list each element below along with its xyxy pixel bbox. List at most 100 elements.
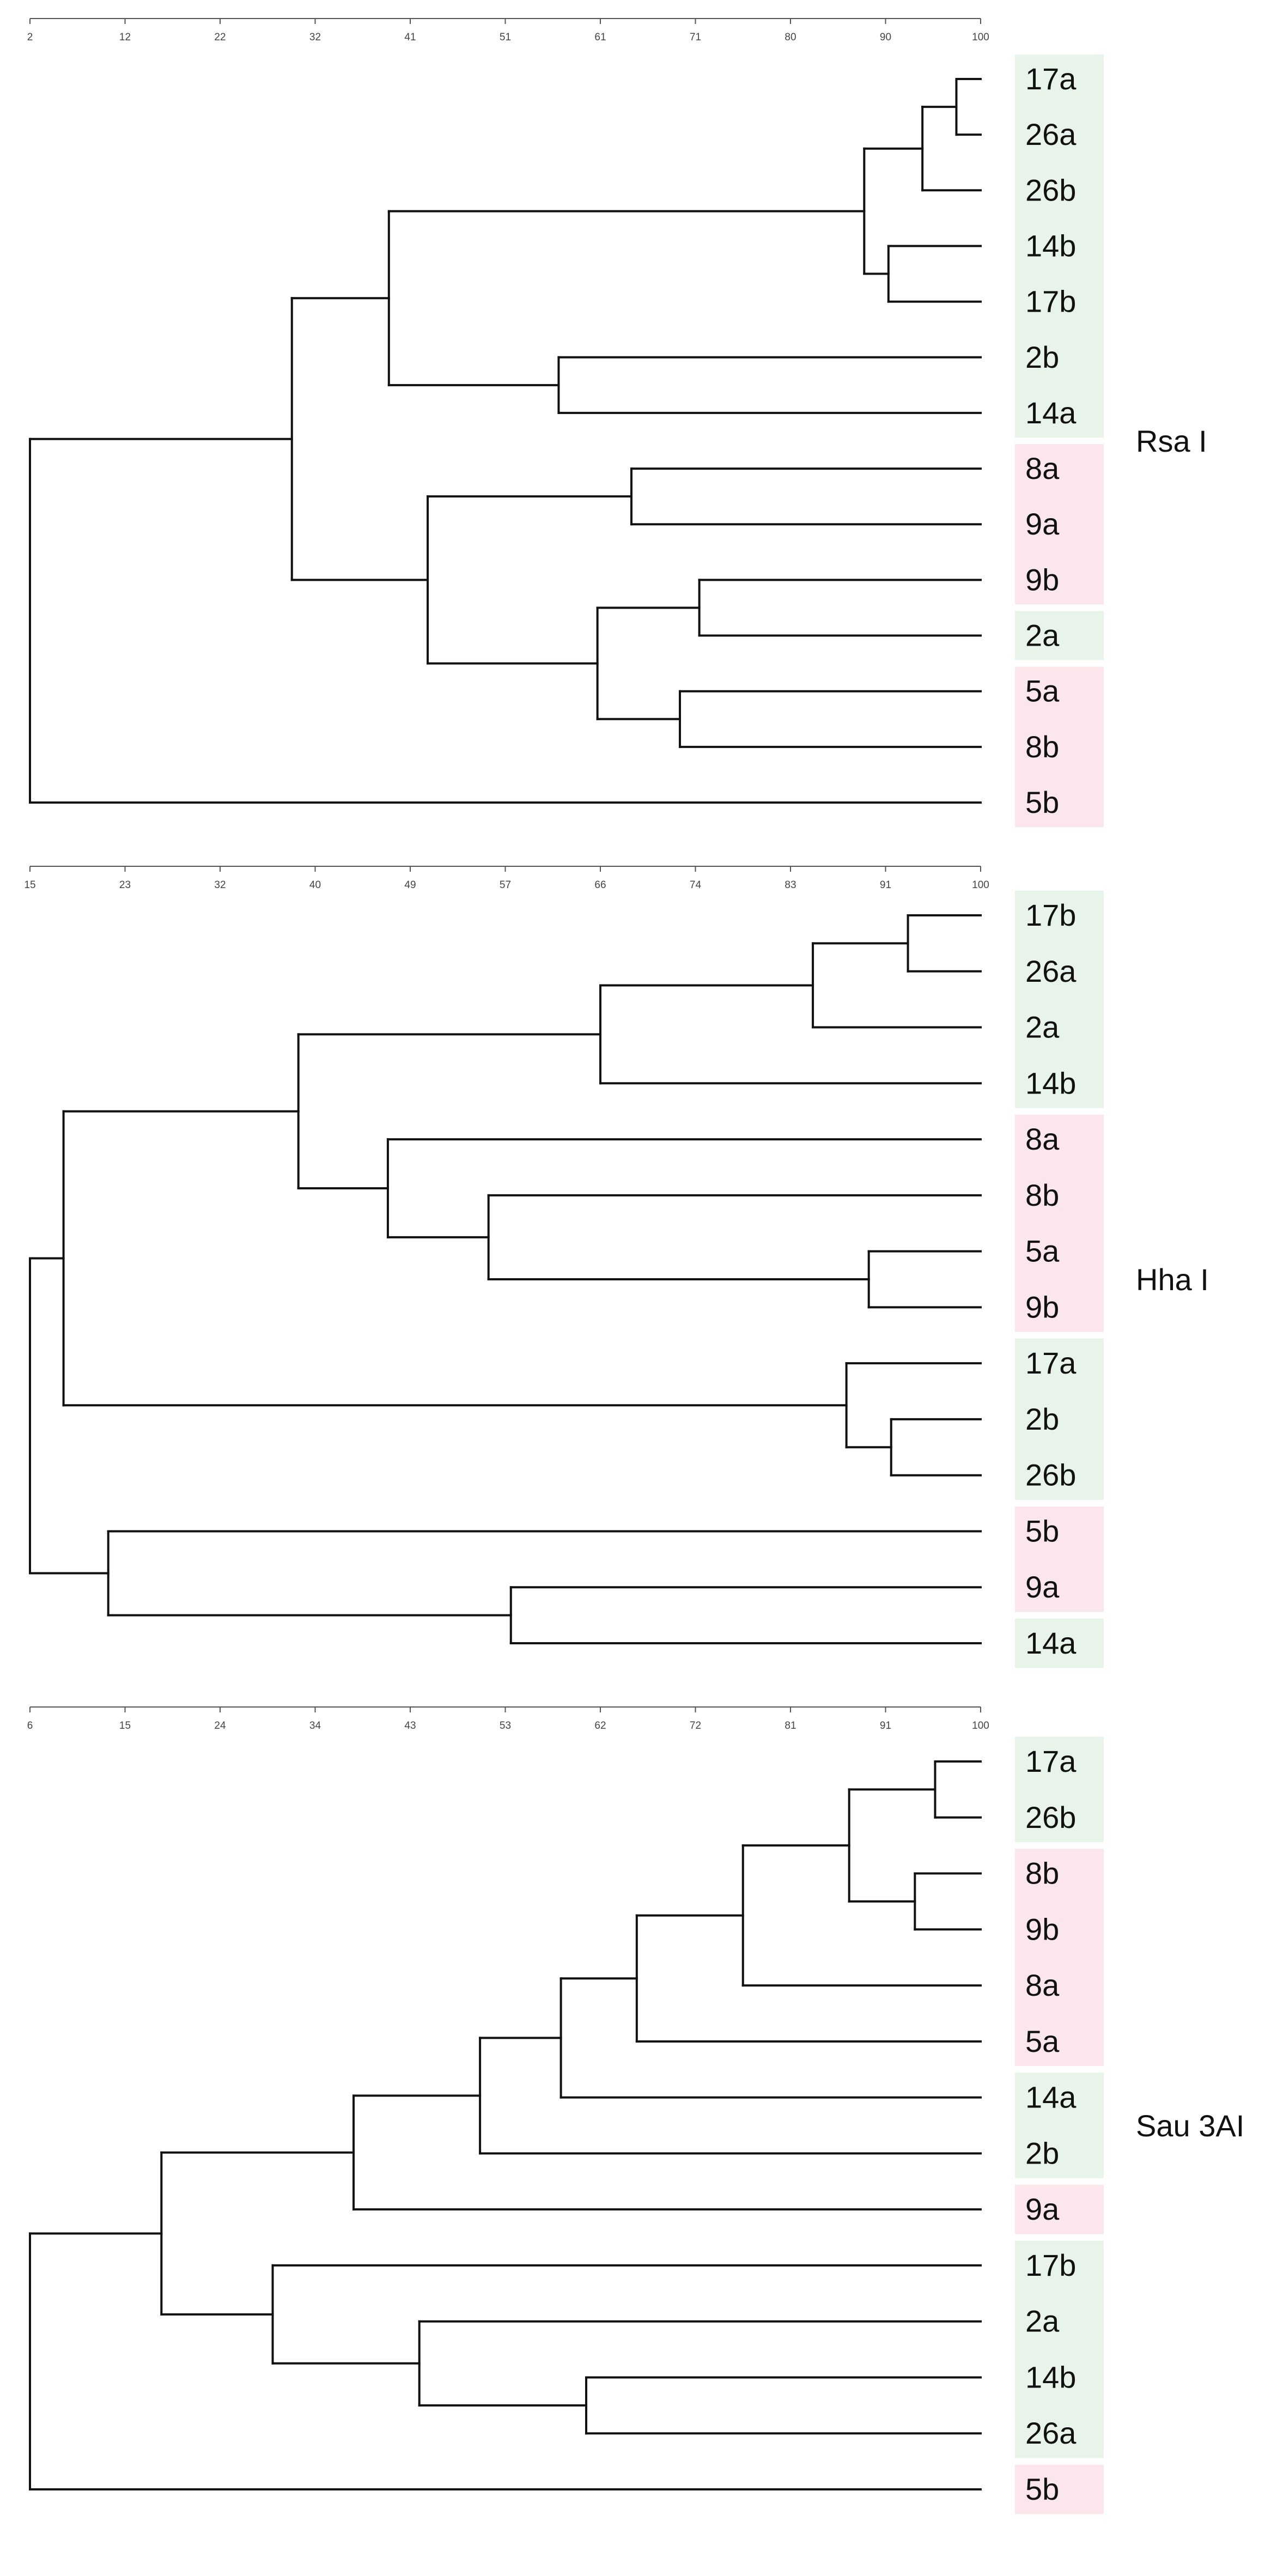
enzyme-label: Sau 3AI [1136, 2109, 1244, 2143]
leaf-label: 14b [1025, 228, 1076, 263]
group-box-green [1015, 1736, 1104, 1843]
axis-tick-label: 72 [690, 1720, 701, 1731]
leaf-label: 5b [1025, 2472, 1059, 2506]
axis-tick-label: 34 [309, 1720, 321, 1731]
leaf-label: 5a [1025, 2024, 1060, 2058]
leaf-label: 2a [1025, 1010, 1060, 1044]
leaf-label: 5a [1025, 674, 1060, 708]
axis-tick-label: 15 [119, 1720, 131, 1731]
leaf-label: 9b [1025, 1290, 1059, 1324]
group-box-green [1015, 1338, 1104, 1500]
dendrogram-panel-sau: 6 15 24 34 43 53 62 72 81 91 100 17a 26b 8b 9b 8a 5a 14a 2… [27, 1706, 1244, 2514]
group-box-pink [1015, 444, 1104, 605]
leaf-label: 9a [1025, 1570, 1060, 1604]
enzyme-label: Hha I [1136, 1262, 1209, 1297]
leaf-label: 26a [1025, 954, 1077, 988]
leaf-label: 9b [1025, 562, 1059, 597]
group-box-pink [1015, 666, 1104, 828]
axis-tick-label: 71 [690, 32, 701, 43]
leaf-label: 14a [1025, 1626, 1077, 1660]
leaf-label: 2b [1025, 2136, 1059, 2170]
axis-tick-label: 80 [785, 32, 796, 43]
leaf-label: 5b [1025, 1514, 1059, 1548]
leaf-label: 14b [1025, 1066, 1076, 1100]
group-box-green [1015, 2240, 1104, 2458]
axis-tick-label: 15 [24, 879, 35, 891]
dendrogram-branches [29, 78, 982, 804]
leaf-label: 14a [1025, 396, 1077, 430]
dendrogram-panel-rsa: 2 12 22 32 41 51 61 71 80 90 100 17a 26a 26b 14b 17b 2b 1… [27, 18, 1207, 828]
axis-tick-label: 91 [880, 879, 891, 891]
group-box-pink [1015, 1114, 1104, 1332]
dendrogram-branches [29, 1760, 982, 2490]
leaf-label: 9b [1025, 1912, 1059, 1946]
axis-tick-label: 53 [500, 1720, 511, 1731]
leaf-label: 17b [1025, 898, 1076, 932]
axis-tick-label: 83 [785, 879, 796, 891]
axis-tick-label: 49 [404, 879, 416, 891]
axis-tick-label: 90 [880, 32, 891, 43]
leaf-label: 8b [1025, 1856, 1059, 1891]
axis-tick-label: 32 [214, 879, 226, 891]
similarity-axis: 6 15 24 34 43 53 62 72 81 91 100 [27, 1706, 989, 1731]
leaf-label: 17b [1025, 2248, 1076, 2282]
leaf-label: 26a [1025, 2416, 1077, 2450]
dendrogram-panel-hha: 15 23 32 40 49 57 66 74 83 91 100 17b 26a 2a 14b 8a 8b 5a… [24, 866, 1209, 1668]
leaf-label: 17b [1025, 284, 1076, 319]
axis-tick-label: 24 [214, 1720, 226, 1731]
axis-tick-label: 40 [309, 879, 321, 891]
axis-tick-label: 100 [972, 1720, 989, 1731]
leaf-label: 2b [1025, 340, 1059, 374]
leaf-label: 14b [1025, 2360, 1076, 2394]
leaf-label: 2b [1025, 1402, 1059, 1436]
leaf-label: 26b [1025, 173, 1076, 207]
axis-tick-label: 100 [972, 879, 989, 891]
axis-tick-label: 12 [119, 32, 131, 43]
leaf-label: 26b [1025, 1458, 1076, 1492]
group-box-pink [1015, 1849, 1104, 2067]
axis-tick-label: 62 [594, 1720, 606, 1731]
dendrogram-branches [29, 914, 982, 1644]
leaf-label: 17a [1025, 1744, 1077, 1778]
group-box-pink [1015, 2184, 1104, 2234]
leaf-label: 9a [1025, 2192, 1060, 2226]
group-box-green [1015, 2073, 1104, 2178]
axis-tick-label: 23 [119, 879, 131, 891]
axis-tick-label: 32 [309, 32, 321, 43]
leaf-label: 2a [1025, 618, 1060, 653]
group-box-green [1015, 1618, 1104, 1668]
leaf-label: 14a [1025, 2080, 1077, 2115]
leaf-label: 17a [1025, 62, 1077, 96]
leaf-label: 26b [1025, 1800, 1076, 1834]
leaf-label: 8b [1025, 730, 1059, 764]
axis-tick-label: 91 [880, 1720, 891, 1731]
leaf-label: 5a [1025, 1234, 1060, 1268]
group-box-pink [1015, 1506, 1104, 1612]
axis-tick-label: 41 [404, 32, 416, 43]
leaf-label: 17a [1025, 1346, 1077, 1380]
axis-tick-label: 74 [690, 879, 702, 891]
axis-tick-label: 57 [500, 879, 511, 891]
group-box-green [1015, 54, 1104, 438]
leaf-label: 2a [1025, 2304, 1060, 2338]
leaf-label: 8a [1025, 451, 1060, 485]
group-box-pink [1015, 2464, 1104, 2514]
similarity-axis: 2 12 22 32 41 51 61 71 80 90 100 [27, 18, 989, 43]
axis-tick-label: 43 [404, 1720, 416, 1731]
group-box-green [1015, 890, 1104, 1108]
axis-tick-label: 2 [27, 32, 33, 43]
leaf-label: 8b [1025, 1178, 1059, 1212]
group-box-green [1015, 611, 1104, 660]
leaf-label: 9a [1025, 507, 1060, 541]
leaf-label: 8a [1025, 1122, 1060, 1156]
axis-tick-label: 100 [972, 32, 989, 43]
axis-tick-label: 81 [785, 1720, 796, 1731]
enzyme-label: Rsa I [1136, 424, 1207, 458]
axis-tick-label: 51 [500, 32, 511, 43]
similarity-axis: 15 23 32 40 49 57 66 74 83 91 100 [24, 866, 989, 891]
leaf-label: 8a [1025, 1968, 1060, 2002]
axis-tick-label: 61 [594, 32, 606, 43]
axis-tick-label: 6 [27, 1720, 33, 1731]
axis-tick-label: 22 [214, 32, 226, 43]
leaf-label: 26a [1025, 117, 1077, 151]
